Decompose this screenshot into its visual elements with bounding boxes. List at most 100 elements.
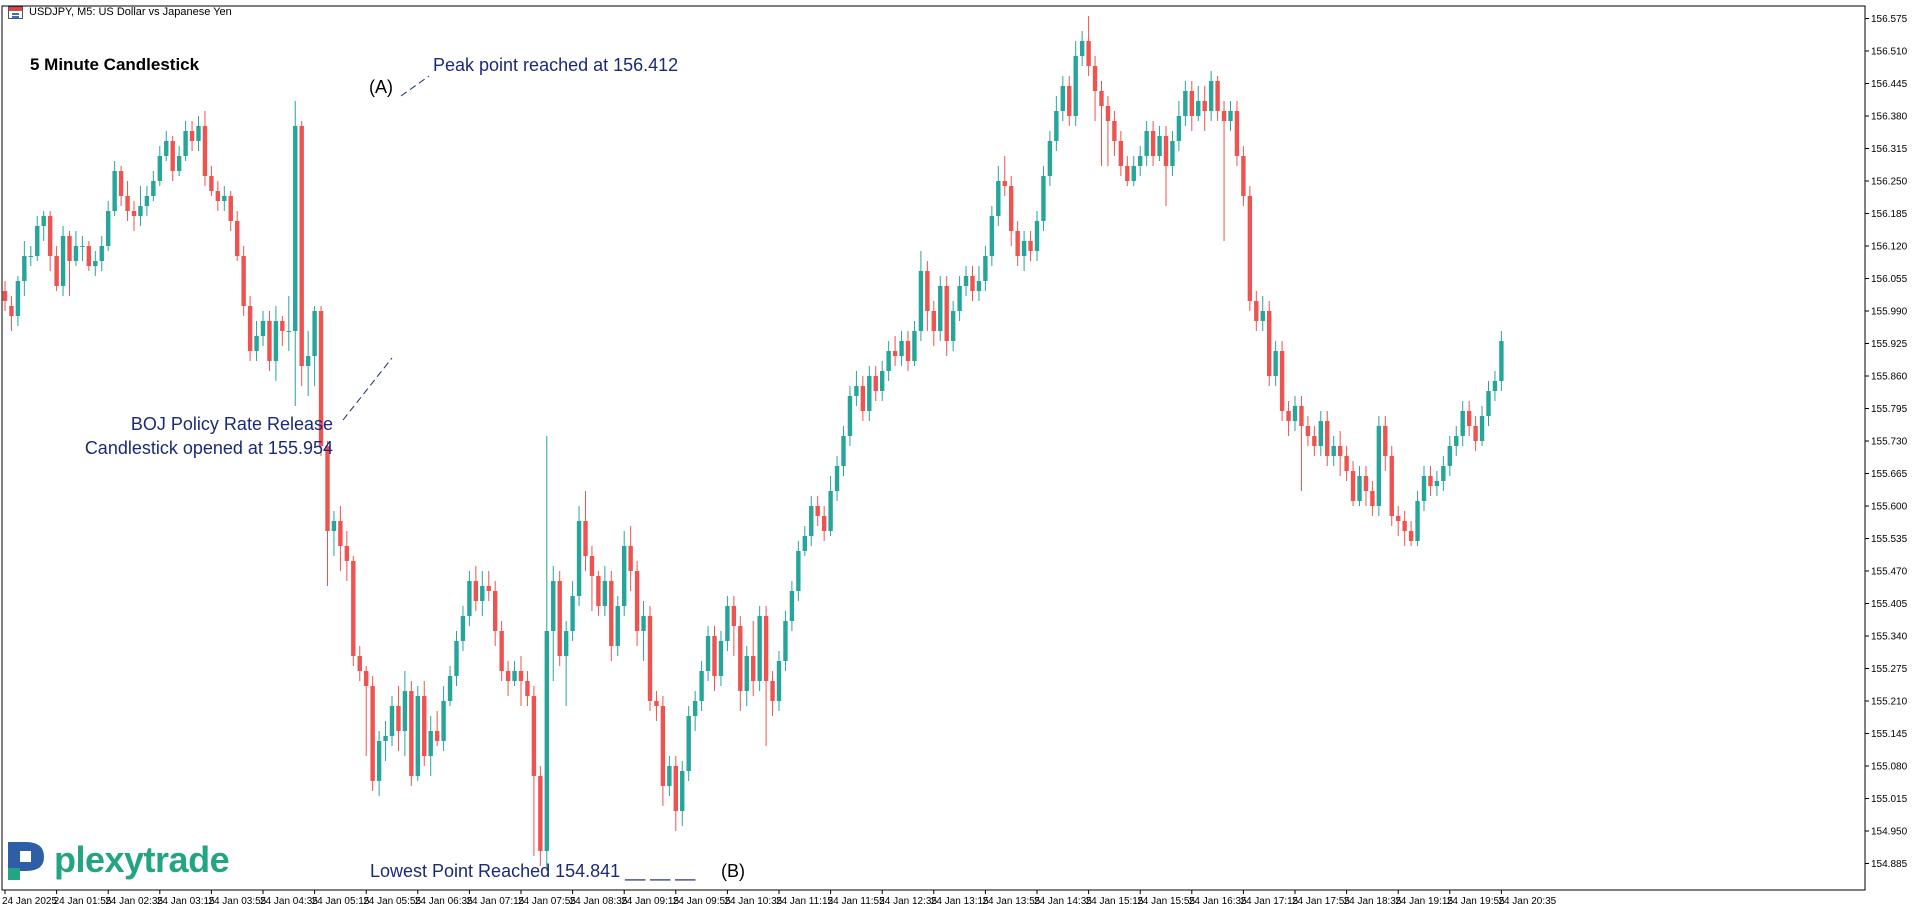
candle	[1337, 431, 1343, 476]
candle	[131, 201, 137, 231]
candle	[802, 526, 807, 556]
candle	[1370, 481, 1375, 516]
candle-body	[1189, 91, 1194, 116]
candle-body	[183, 131, 188, 156]
candle-body	[1312, 436, 1317, 446]
candle	[1408, 521, 1414, 546]
candle	[254, 321, 259, 361]
candle	[376, 731, 382, 796]
candle-body	[712, 636, 717, 676]
candle-body	[1499, 341, 1504, 381]
candle-body	[1415, 501, 1420, 541]
x-tick-label: 24 Jan 12:35	[879, 896, 937, 907]
x-tick-label: 24 Jan 04:35	[260, 896, 318, 907]
candle	[1221, 101, 1227, 241]
candle	[112, 161, 117, 216]
candle	[841, 426, 846, 476]
candle-body	[280, 321, 285, 331]
candle-body	[228, 196, 233, 221]
y-tick-label: 155.145	[1871, 729, 1908, 740]
candle-body	[1396, 516, 1401, 521]
candle-body	[1028, 241, 1033, 251]
x-tick-label: 24 Jan 03:15	[157, 896, 215, 907]
candle-body	[1215, 81, 1220, 111]
y-tick-label: 155.990	[1871, 307, 1908, 318]
y-tick-label: 155.535	[1871, 534, 1908, 545]
candle	[351, 556, 356, 666]
y-tick-label: 155.925	[1871, 339, 1908, 350]
candle-body	[415, 696, 420, 776]
candle	[847, 386, 853, 446]
candle	[718, 631, 724, 686]
candle-body	[531, 696, 537, 776]
candle	[789, 581, 795, 631]
candle-body	[99, 246, 104, 261]
candle	[1234, 101, 1240, 166]
x-tick-label: 24 Jan 13:55	[982, 896, 1040, 907]
candle	[699, 661, 704, 711]
candle	[1267, 301, 1272, 386]
candle-body	[667, 766, 672, 786]
candle-body	[628, 546, 633, 571]
y-tick-label: 156.575	[1871, 14, 1908, 25]
candle	[176, 146, 182, 176]
candle-body	[1267, 311, 1272, 376]
y-tick-label: 155.080	[1871, 762, 1908, 773]
candle-body	[54, 256, 59, 286]
y-tick-label: 154.950	[1871, 827, 1908, 838]
candle	[783, 611, 788, 671]
candle-body	[867, 376, 872, 411]
candle	[628, 526, 633, 591]
candle	[538, 766, 543, 866]
candle-body	[776, 661, 782, 701]
x-tick-label: 24 Jan 02:35	[105, 896, 163, 907]
candle	[505, 661, 511, 696]
candle	[712, 626, 717, 691]
candle	[183, 121, 188, 161]
candle	[357, 646, 362, 681]
candle-body	[589, 556, 595, 576]
candle	[828, 476, 833, 536]
plexytrade-logo-icon	[8, 842, 44, 880]
candle	[428, 716, 433, 776]
candle	[196, 116, 201, 151]
leader-line-peak	[400, 75, 430, 97]
candle-body	[396, 706, 401, 731]
candle	[1099, 81, 1104, 166]
candle-body	[1492, 381, 1498, 391]
candle-body	[718, 641, 724, 676]
chart-title: 5 Minute Candlestick	[30, 55, 200, 74]
candle-body	[1138, 156, 1143, 166]
candle	[499, 621, 504, 681]
candle	[1034, 211, 1040, 261]
candle-body	[47, 216, 53, 256]
y-tick-label: 155.340	[1871, 632, 1908, 643]
candle-body	[1163, 136, 1169, 166]
candle-body	[1234, 111, 1240, 156]
candle	[1279, 341, 1285, 421]
candle	[47, 211, 53, 271]
candle	[770, 671, 775, 716]
candle	[938, 276, 943, 341]
x-tick-label: 24 Jan 07:55	[518, 896, 576, 907]
candle	[860, 376, 866, 421]
candle	[1060, 76, 1065, 121]
candle	[576, 506, 582, 606]
candle-body	[925, 271, 930, 311]
candle	[144, 186, 150, 216]
candle-body	[351, 561, 356, 656]
candle	[622, 531, 627, 616]
candle-body	[41, 216, 46, 226]
lowest-point-annotation: Lowest Point Reached 154.841 __ __ __	[370, 861, 696, 881]
candle-body	[293, 126, 298, 331]
candle	[1131, 156, 1136, 186]
candle-body	[1202, 101, 1207, 111]
candle	[409, 681, 414, 786]
window-title-bar: USDJPY, M5: US Dollar vs Japanese Yen	[0, 0, 1913, 24]
candle-body	[989, 216, 995, 256]
candle	[1428, 466, 1433, 496]
candle-body	[957, 286, 962, 311]
candle	[570, 581, 575, 641]
candle	[364, 666, 369, 756]
